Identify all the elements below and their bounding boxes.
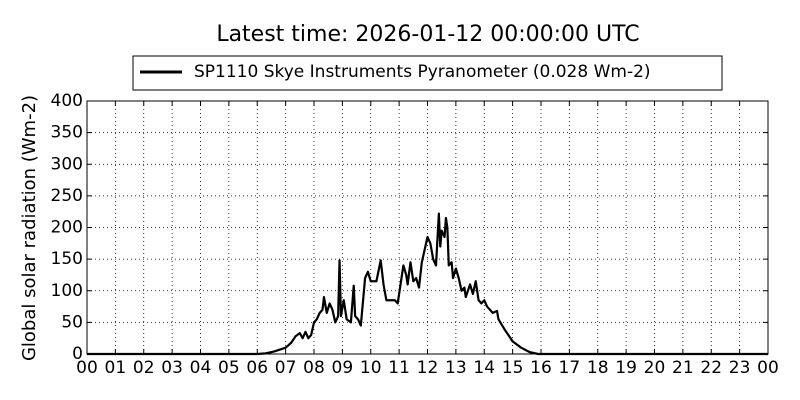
y-tick-label: 50: [61, 312, 83, 332]
x-tick-label: 22: [700, 358, 722, 378]
x-tick-label: 02: [133, 358, 155, 378]
x-tick-label: 05: [218, 358, 240, 378]
x-tick-label: 21: [672, 358, 694, 378]
x-tick-label: 08: [303, 358, 325, 378]
x-tick-label: 18: [587, 358, 609, 378]
x-tick-label: 15: [502, 358, 524, 378]
y-axis-label: Global solar radiation (Wm-2): [19, 95, 40, 361]
x-tick-label: 20: [644, 358, 666, 378]
x-tick-label: 19: [615, 358, 637, 378]
x-tick-label: 04: [190, 358, 212, 378]
legend-box: [132, 55, 723, 91]
x-tick-label: 16: [530, 358, 552, 378]
x-tick-label: 12: [417, 358, 439, 378]
plot-frame: [86, 100, 769, 355]
x-tick-label: 11: [388, 358, 410, 378]
y-tick-label: 0: [72, 344, 83, 364]
chart-title: Latest time: 2026-01-12 00:00:00 UTC: [216, 22, 639, 47]
data-line: [87, 212, 768, 356]
x-tick-label: 10: [360, 358, 382, 378]
x-tick-label: 00: [76, 358, 98, 378]
y-tick-label: 200: [51, 218, 83, 238]
y-tick-label: 100: [51, 281, 83, 301]
x-tick-label: 13: [445, 358, 467, 378]
y-tick-label: 250: [51, 186, 83, 206]
y-tick-label: 350: [51, 123, 83, 143]
y-tick-label: 300: [51, 154, 83, 174]
x-tick-label: 23: [729, 358, 751, 378]
x-tick-label: 14: [473, 358, 495, 378]
y-tick-label: 400: [51, 91, 83, 111]
legend-label: SP1110 Skye Instruments Pyranometer (0.0…: [194, 62, 651, 82]
x-tick-label: 09: [332, 358, 354, 378]
x-tick-label: 00: [757, 358, 779, 378]
x-tick-label: 01: [105, 358, 127, 378]
x-tick-label: 06: [246, 358, 268, 378]
x-tick-label: 17: [559, 358, 581, 378]
x-tick-label: 07: [275, 358, 297, 378]
y-tick-label: 150: [51, 249, 83, 269]
x-tick-label: 03: [161, 358, 183, 378]
